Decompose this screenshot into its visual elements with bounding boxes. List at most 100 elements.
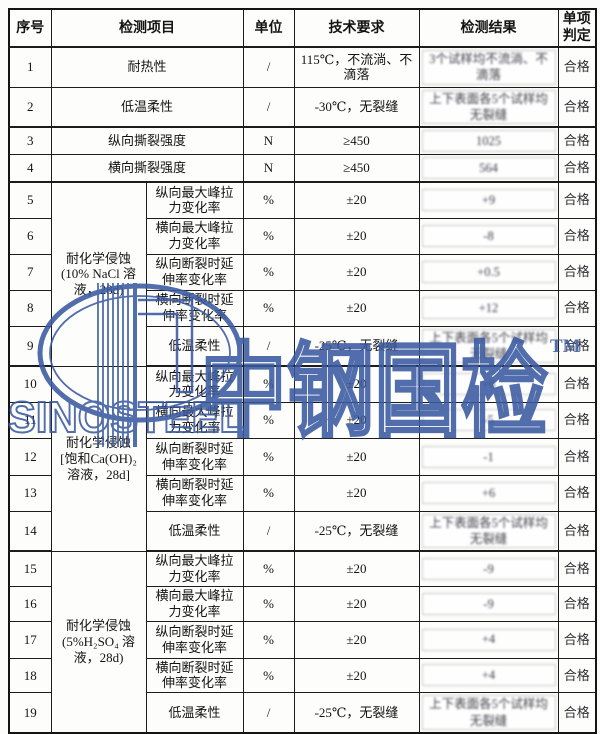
result-cell: +4: [418, 620, 559, 659]
result-cell: -1: [418, 437, 559, 476]
test-item: 横向最大峰拉力变化率: [145, 585, 244, 622]
test-item: 耐热性: [50, 46, 244, 88]
judgment: 合格: [557, 325, 597, 368]
result-cell: +12: [418, 289, 559, 327]
result-value: -8: [421, 225, 556, 248]
requirement: ±20: [293, 181, 420, 219]
result-cell: 1025: [418, 126, 559, 156]
test-item: 纵向断裂时延伸率变化率: [145, 253, 244, 291]
test-item: 横向断裂时延伸率变化率: [145, 474, 244, 512]
inspection-table: 序号 检测项目 单位 技术要求 检测结果 单项判定 1 耐热性 / 115℃，不…: [8, 8, 597, 734]
result-cell: 上下表面各5个试样均无裂缝: [418, 510, 559, 553]
judgment: 合格: [557, 401, 597, 439]
group-label-h2so4: 耐化学侵蚀 (5%H₂SO₄ 溶 液，28d): [50, 550, 147, 734]
row-number: 16: [8, 585, 52, 622]
requirement: ±20: [293, 401, 420, 439]
result-cell: +9: [418, 181, 559, 219]
table-row: 15 耐化学侵蚀 (5%H₂SO₄ 溶 液，28d) 纵向最大峰拉力变化率 % …: [8, 550, 597, 734]
judgment: 合格: [557, 620, 597, 659]
requirement: ±20: [293, 253, 420, 291]
table-row: 5 耐化学侵蚀 (10% NaCl 溶 液，28d) 纵向最大峰拉力变化率 % …: [8, 181, 597, 367]
judgment: 合格: [557, 365, 597, 403]
row-number: 12: [8, 437, 52, 476]
group-label-nacl: 耐化学侵蚀 (10% NaCl 溶 液，28d): [50, 181, 147, 367]
row-number: 18: [8, 657, 52, 694]
requirement: ±20: [293, 365, 420, 403]
result-value: 上下表面各5个试样均无裂缝: [421, 513, 556, 549]
judgment: 合格: [557, 585, 597, 622]
test-item: 横向最大峰拉力变化率: [145, 401, 244, 439]
result-cell: -8: [418, 217, 559, 255]
result-value: -1: [421, 445, 556, 468]
unit: %: [242, 181, 295, 219]
result-value: +6: [421, 373, 556, 396]
requirement: -25℃，无裂缝: [293, 325, 420, 368]
row-number: 1: [8, 46, 52, 88]
result-value: 上下表面各5个试样均无裂缝: [421, 89, 556, 125]
result-value: -5: [421, 409, 556, 432]
test-item: 低温柔性: [145, 692, 244, 734]
judgment: 合格: [557, 126, 597, 156]
header-judgment: 单项判定: [557, 8, 597, 49]
result-value: 3个试样均不流淌、不滴落: [421, 50, 556, 85]
requirement: ±20: [293, 585, 420, 622]
unit: N: [242, 154, 295, 184]
judgment: 合格: [557, 154, 597, 184]
test-item: 纵向断裂时延伸率变化率: [145, 437, 244, 476]
requirement: ±20: [293, 657, 420, 694]
test-item: 纵向最大峰拉力变化率: [145, 550, 244, 587]
result-value: 上下表面各5个试样均无裂缝: [421, 328, 556, 364]
row-number: 17: [8, 620, 52, 659]
header-no: 序号: [8, 8, 52, 49]
row-number: 4: [8, 154, 52, 184]
group-label-caoh2: 耐化学侵蚀 [饱和Ca(OH)₂ 溶液，28d]: [50, 365, 147, 552]
result-cell: 564: [418, 154, 559, 184]
unit: /: [242, 325, 295, 368]
table-row: 3 纵向撕裂强度 N ≥450 1025 合格: [8, 126, 597, 156]
requirement: -30℃，无裂缝: [293, 86, 420, 129]
result-cell: +6: [418, 474, 559, 512]
table-header-row: 序号 检测项目 单位 技术要求 检测结果 单项判定: [8, 8, 597, 49]
table-row: 14 低温柔性 / -25℃，无裂缝 上下表面各5个试样均无裂缝 合格: [8, 510, 597, 553]
unit: /: [242, 510, 295, 553]
row-number: 2: [8, 86, 52, 129]
row-number: 3: [8, 126, 52, 156]
judgment: 合格: [557, 86, 597, 129]
test-item: 横向断裂时延伸率变化率: [145, 657, 244, 694]
result-cell: -9: [418, 585, 559, 622]
unit: %: [242, 253, 295, 291]
row-number: 9: [8, 325, 52, 368]
header-item: 检测项目: [50, 8, 244, 49]
result-value: 564: [421, 157, 556, 180]
unit: %: [242, 620, 295, 659]
requirement: ±20: [293, 620, 420, 659]
result-value: 1025: [421, 130, 556, 153]
result-cell: 上下表面各5个试样均无裂缝: [418, 692, 559, 734]
result-value: +4: [421, 628, 556, 651]
judgment: 合格: [557, 181, 597, 219]
test-item: 横向最大峰拉力变化率: [145, 217, 244, 255]
judgment: 合格: [557, 437, 597, 476]
requirement: -25℃，无裂缝: [293, 692, 420, 734]
test-item: 横向撕裂强度: [50, 154, 244, 184]
requirement: -25℃，无裂缝: [293, 510, 420, 553]
result-value: +12: [421, 297, 556, 320]
test-item: 纵向最大峰拉力变化率: [145, 365, 244, 403]
judgment: 合格: [557, 510, 597, 553]
requirement: ±20: [293, 550, 420, 587]
row-number: 7: [8, 253, 52, 291]
header-unit: 单位: [242, 8, 295, 49]
unit: %: [242, 401, 295, 439]
judgment: 合格: [557, 289, 597, 327]
row-number: 14: [8, 510, 52, 553]
table-row: 16 横向最大峰拉力变化率 % ±20 -9 合格: [8, 585, 597, 622]
result-value: +0.5: [421, 261, 556, 284]
result-cell: +6: [418, 365, 559, 403]
unit: %: [242, 289, 295, 327]
table-row: 1 耐热性 / 115℃，不流淌、不滴落 3个试样均不流淌、不滴落 合格: [8, 46, 597, 88]
unit: /: [242, 86, 295, 129]
table-row: 4 横向撕裂强度 N ≥450 564 合格: [8, 154, 597, 184]
judgment: 合格: [557, 474, 597, 512]
unit: N: [242, 126, 295, 156]
test-item: 纵向撕裂强度: [50, 126, 244, 156]
